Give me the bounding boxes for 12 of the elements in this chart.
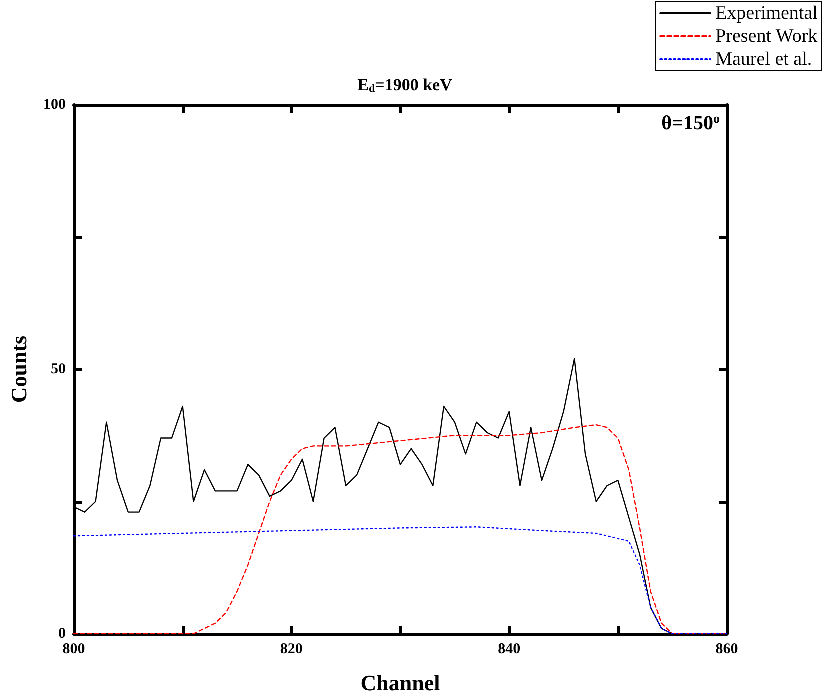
y-tick-label: 50: [51, 362, 66, 378]
legend-label: Maurel et al.: [716, 49, 812, 70]
y-tick-label: 100: [44, 97, 66, 113]
x-axis-title: Channel: [360, 670, 440, 696]
legend-label: Present Work: [716, 26, 818, 47]
legend-label: Experimental: [716, 3, 818, 24]
x-tick-label: 840: [498, 642, 521, 658]
x-tick-label: 820: [280, 642, 303, 658]
y-axis-title: Counts: [6, 335, 32, 404]
x-tick-label: 800: [62, 642, 86, 658]
x-tick-label: 860: [716, 642, 738, 658]
y-tick-label: 0: [58, 626, 66, 642]
